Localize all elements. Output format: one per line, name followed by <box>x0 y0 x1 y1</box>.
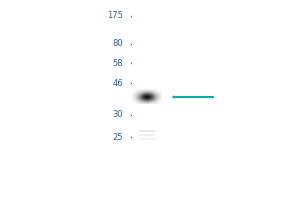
Bar <box>132 4 162 196</box>
Bar <box>139 130 155 132</box>
Text: 25: 25 <box>112 133 123 142</box>
Text: 30: 30 <box>112 110 123 119</box>
Bar <box>139 134 155 136</box>
Text: 46: 46 <box>112 78 123 88</box>
Text: 58: 58 <box>112 58 123 68</box>
Text: 80: 80 <box>112 40 123 48</box>
Text: 175: 175 <box>107 11 123 21</box>
Bar <box>139 138 155 140</box>
